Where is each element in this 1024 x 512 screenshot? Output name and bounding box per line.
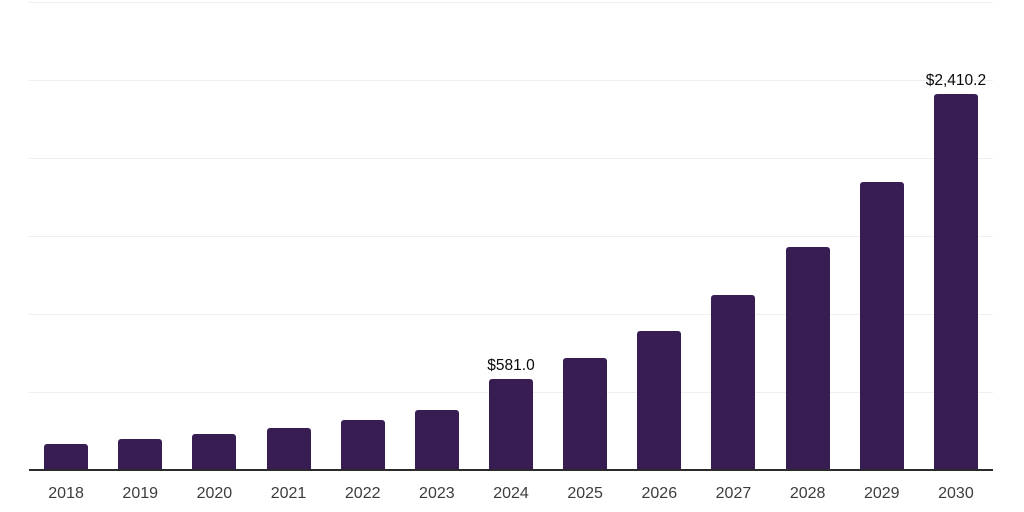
x-tick-label: 2020	[196, 485, 233, 502]
x-tick-label: 2025	[567, 485, 603, 502]
x-tick-label: 2022	[344, 485, 381, 502]
x-axis-line	[29, 469, 993, 471]
bar-2021	[266, 428, 311, 470]
bar-2028	[785, 246, 830, 470]
gridline	[29, 236, 993, 237]
bar-value-label: $581.0	[487, 357, 535, 375]
gridline	[29, 2, 993, 3]
x-tick-label: 2024	[493, 485, 529, 502]
x-tick-label: 2018	[48, 485, 84, 502]
bar-2018	[44, 443, 89, 470]
bar-2030	[933, 94, 978, 470]
x-tick-label: 2019	[122, 485, 159, 502]
gridline	[29, 158, 993, 159]
x-tick-label: 2029	[863, 485, 900, 502]
x-tick-label: 2023	[419, 485, 455, 502]
bar-2019	[118, 438, 163, 470]
bar-value-label: $2,410.2	[925, 72, 987, 89]
bar-2022	[340, 419, 385, 470]
bar-2024	[489, 379, 533, 470]
x-tick-label: 2026	[641, 485, 678, 502]
bar-2027	[711, 294, 756, 470]
bar-2020	[192, 433, 237, 470]
gridline	[29, 314, 993, 315]
bar-2025	[563, 358, 608, 470]
bar-2023	[414, 409, 459, 470]
bar-2029	[859, 182, 904, 470]
plot-area: $581.0 $2,410.2	[29, 2, 993, 471]
x-tick-label: 2021	[270, 485, 307, 502]
bar-2026	[637, 331, 682, 470]
x-tick-label: 2030	[938, 485, 974, 502]
x-tick-label: 2028	[789, 485, 826, 502]
gridline	[29, 80, 993, 81]
x-tick-label: 2027	[715, 485, 752, 502]
